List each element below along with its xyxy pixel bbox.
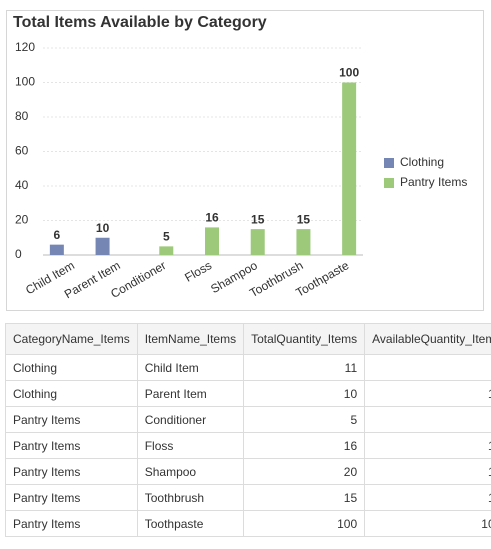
legend-label[interactable]: Clothing [400, 155, 444, 169]
x-tick-label: Toothpaste [293, 258, 351, 300]
table-cell: Clothing [5, 380, 138, 407]
table-cell: 10 [243, 380, 366, 407]
table-cell: Pantry Items [5, 510, 138, 537]
y-tick-label: 100 [15, 75, 35, 89]
table-row: Pantry ItemsConditioner55 [5, 406, 491, 433]
table-cell: Toothpaste [136, 510, 245, 537]
table-cell: Pantry Items [5, 432, 138, 459]
y-tick-label: 120 [15, 40, 35, 54]
data-label: 5 [163, 230, 170, 244]
table-cell: 16 [364, 432, 491, 459]
header-row: CategoryName_Items ItemName_Items TotalQua… [5, 323, 491, 355]
table-cell: 100 [364, 510, 491, 537]
table-cell: 15 [364, 484, 491, 511]
table-cell: 100 [243, 510, 366, 537]
table-cell: Floss [136, 432, 245, 459]
table-row: Pantry ItemsFloss1616 [5, 432, 491, 459]
y-tick-label: 0 [15, 247, 22, 261]
table-cell: Parent Item [136, 380, 245, 407]
column-header: CategoryName_Items [5, 323, 138, 355]
bar [95, 237, 110, 255]
table-cell: Child Item [136, 354, 245, 381]
data-label: 10 [96, 221, 110, 235]
data-label: 16 [205, 211, 219, 225]
table-cell: 20 [243, 458, 366, 485]
y-tick-label: 80 [15, 109, 29, 123]
table-cell: 5 [243, 406, 366, 433]
table-cell: Clothing [5, 354, 138, 381]
table-cell: 6 [364, 354, 491, 381]
bar [205, 227, 219, 255]
y-tick-label: 20 [15, 213, 29, 227]
y-tick-label: 40 [15, 178, 29, 192]
column-header: ItemName_Items [136, 323, 245, 355]
table-cell: 10 [364, 380, 491, 407]
bar [296, 229, 311, 255]
table-cell: 11 [243, 354, 366, 381]
chart: Total Items Available by Category 0 20 40 6… [13, 14, 467, 301]
legend-label[interactable]: Pantry Items [400, 175, 467, 189]
chart-title: Total Items Available by Category [13, 14, 267, 31]
bar [49, 244, 64, 255]
legend-swatch[interactable] [384, 178, 394, 188]
bar [342, 82, 357, 255]
column-header: TotalQuantity_Items [243, 323, 366, 355]
data-label: 15 [251, 212, 265, 226]
table-cell: Pantry Items [5, 458, 138, 485]
data-label: 100 [339, 66, 359, 80]
table-cell: Pantry Items [5, 484, 138, 511]
table-row: Pantry ItemsShampoo2015 [5, 458, 491, 485]
bar [159, 246, 174, 255]
bar [250, 229, 265, 255]
table-cell: 5 [364, 406, 491, 433]
chart-panel: Total Items Available by Category 0 20 40 6… [6, 10, 484, 311]
y-tick-label: 60 [15, 144, 29, 158]
column-header: AvailableQuantity_Items [364, 323, 491, 355]
table-cell: Conditioner [136, 406, 245, 433]
table-cell: 15 [364, 458, 491, 485]
table-row: Pantry ItemsToothbrush1515 [5, 484, 491, 511]
table-cell: Shampoo [136, 458, 245, 485]
table-row: Pantry ItemsToothpaste100100 [5, 510, 491, 537]
table-cell: 15 [243, 484, 366, 511]
x-tick-label: Floss [182, 258, 214, 284]
table-cell: Pantry Items [5, 406, 138, 433]
table-cell: 16 [243, 432, 366, 459]
table-cell: Toothbrush [136, 484, 245, 511]
legend-swatch[interactable] [384, 158, 394, 168]
data-label: 6 [54, 228, 61, 242]
data-table: CategoryName_Items ItemName_Items TotalQua… [5, 323, 491, 537]
data-label: 15 [297, 212, 311, 226]
